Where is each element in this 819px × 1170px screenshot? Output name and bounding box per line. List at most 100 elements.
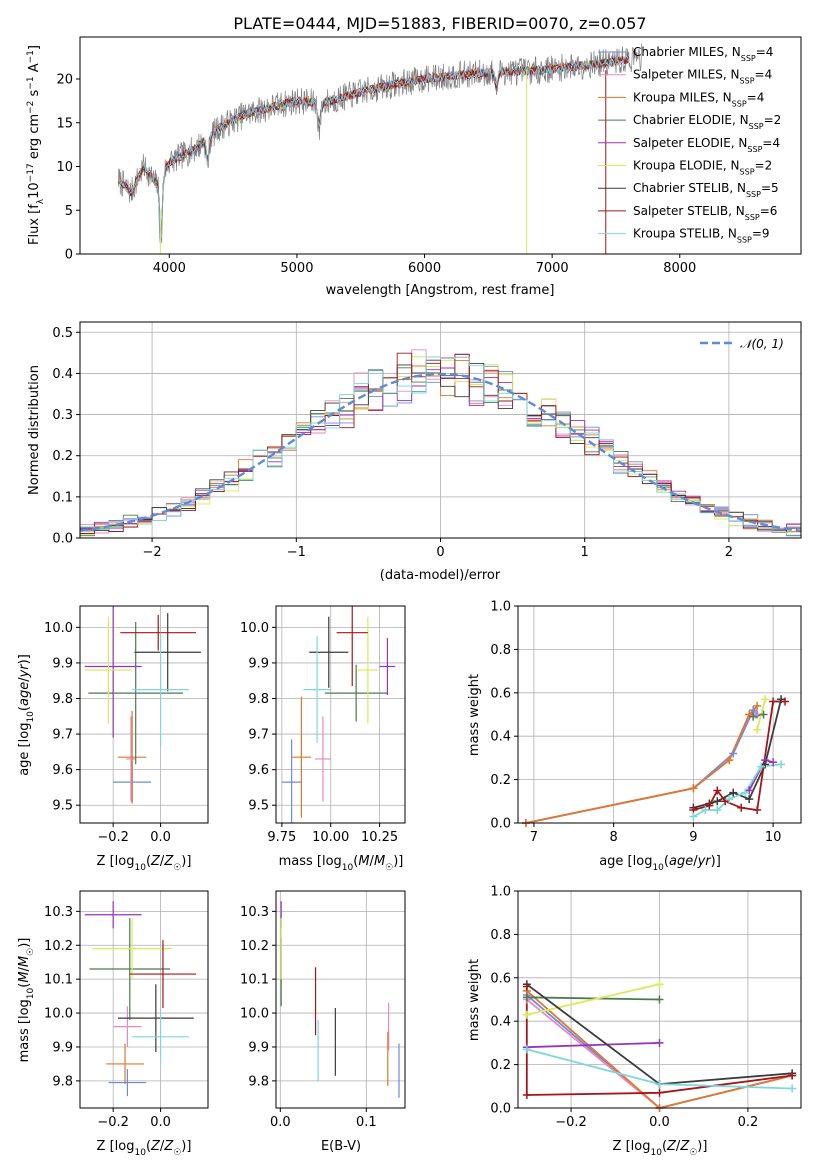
series-line-chabrier-stelib [693, 699, 782, 809]
data-marker [741, 788, 750, 797]
label-part: ( [662, 1139, 667, 1154]
data-marker [788, 1071, 797, 1080]
x-tick-label: 4000 [153, 261, 186, 276]
label-part: )] [697, 1139, 707, 1154]
label-part: 10 [650, 1148, 662, 1158]
data-marker [522, 1010, 531, 1019]
y-tick-label: 0.3 [52, 408, 73, 423]
legend-entry: Kroupa ELODIE, NSSP=2 [633, 159, 772, 177]
y-tick-label: 0.6 [490, 971, 511, 986]
label-part: / [370, 854, 375, 869]
data-marker [655, 1038, 664, 1047]
axes-frame [79, 890, 209, 1109]
y-tick-label: 0.2 [490, 773, 511, 788]
label-part: ] [27, 45, 42, 50]
y-tick-label: 9.5 [52, 799, 73, 814]
x-tick-label: 0.0 [150, 830, 171, 845]
y-tick-label: 9.9 [52, 1040, 73, 1055]
legend-entry: Chabrier ELODIE, NSSP=2 [633, 113, 781, 131]
label-part: )] [17, 654, 32, 664]
label-part: ☉ [173, 1148, 181, 1158]
y-tick-label: 10.0 [44, 621, 73, 636]
data-marker [788, 1084, 797, 1093]
model-line-chabrier-stelib [117, 55, 630, 235]
y-axis-label: mass weight [467, 959, 482, 1041]
label-part: 10 [134, 1148, 146, 1158]
y-tick-label: 9.8 [52, 692, 73, 707]
x-tick-label: 9 [689, 830, 697, 845]
label-part: erg cm [27, 114, 42, 163]
label-part: ☉ [173, 863, 181, 873]
label-part: Z [150, 854, 161, 869]
axes-frame [79, 321, 802, 539]
label-part: 10 [342, 863, 354, 873]
observed-spectrum-line [117, 43, 642, 244]
x-tick-label: 10 [765, 830, 782, 845]
y-tick-label: 15 [56, 116, 73, 131]
y-tick-label: 0.0 [490, 1102, 511, 1117]
data-marker [761, 695, 770, 704]
data-marker [753, 805, 762, 814]
x-tick-label: 10.00 [312, 830, 349, 845]
x-tick-label: 0.1 [356, 1115, 377, 1130]
data-marker [655, 980, 664, 989]
label-part: Flux [f [27, 204, 42, 245]
x-tick-label: 7000 [536, 261, 569, 276]
data-marker [753, 725, 762, 734]
label-part: ( [17, 983, 32, 988]
data-marker [729, 749, 738, 758]
series-line-kroupa-elodie [526, 983, 660, 1016]
label-part: Z [666, 1139, 677, 1154]
data-marker [749, 712, 758, 721]
data-marker [655, 1088, 664, 1097]
label-part: 10 [26, 987, 36, 999]
label-part: −2 [26, 101, 36, 114]
data-marker [729, 788, 738, 797]
panel-mass-vs-z: −0.2 0.09.89.910.010.110.210.3Z [log10(Z/… [17, 890, 209, 1158]
y-axis-label: Flux [fλ10−17 erg cm−2 s−1 A−1] [26, 45, 46, 245]
data-marker [753, 701, 762, 710]
label-part: A [27, 63, 42, 76]
y-tick-label: 9.9 [248, 1040, 269, 1055]
label-part: M [358, 854, 369, 869]
legend-sub: SSP [749, 122, 764, 131]
legend-model: Salpeter MILES, N [633, 68, 740, 82]
y-tick-label: 9.6 [248, 763, 269, 778]
x-tick-label: 7 [530, 830, 538, 845]
label-part: age [log [17, 723, 32, 776]
y-tick-label: 0 [65, 248, 73, 263]
panel-age-vs-z: −0.2 0.09.59.69.79.89.910.0Z [log10(Z/Z☉)… [17, 605, 209, 873]
legend-sub: SSP [732, 99, 747, 108]
y-tick-label: 0.2 [490, 1058, 511, 1073]
y-axis-label: age [log10(age/yr)] [17, 654, 36, 776]
label-part: 10 [27, 182, 42, 199]
y-tick-label: 0.0 [52, 532, 73, 547]
label-part: / [693, 854, 698, 869]
data-marker [713, 805, 722, 814]
legend-count: =4 [756, 45, 774, 59]
panel-residuals: −2 −1 0 1 2 0.0 0.1 0.2 0.3 0.4 0.5 (data-model)/er… [27, 321, 802, 583]
y-axis-label: mass [log10(M/M☉)] [17, 938, 36, 1063]
legend-model: Salpeter ELODIE, N [633, 136, 747, 150]
y-tick-label: 10.3 [44, 905, 73, 920]
x-axis-label: Z [log10(Z/Z☉)] [97, 854, 192, 873]
label-part: Z [log [613, 1139, 651, 1154]
x-tick-label: 1 [581, 545, 589, 560]
x-tick-label: −2 [143, 545, 162, 560]
series-line-kroupa-stelib [692, 763, 782, 818]
legend-count: =9 [752, 227, 770, 241]
legend-count: =2 [764, 113, 782, 127]
data-marker [725, 795, 734, 804]
legend-entry: Kroupa MILES, NSSP=4 [633, 90, 764, 108]
y-tick-label: 9.9 [52, 656, 73, 671]
legend-entry: Salpeter ELODIE, NSSP=4 [633, 136, 780, 154]
data-marker [777, 760, 786, 769]
label-part: )] [181, 1139, 191, 1154]
label-part: / [17, 966, 32, 971]
label-part: )] [393, 854, 403, 869]
legend-entry: Salpeter STELIB, NSSP=6 [633, 204, 777, 222]
y-tick-label: 1.0 [490, 885, 511, 900]
y-axis-label: Normed distribution [27, 365, 42, 495]
x-tick-label: 0.0 [270, 1115, 291, 1130]
y-tick-label: 9.7 [248, 728, 269, 743]
